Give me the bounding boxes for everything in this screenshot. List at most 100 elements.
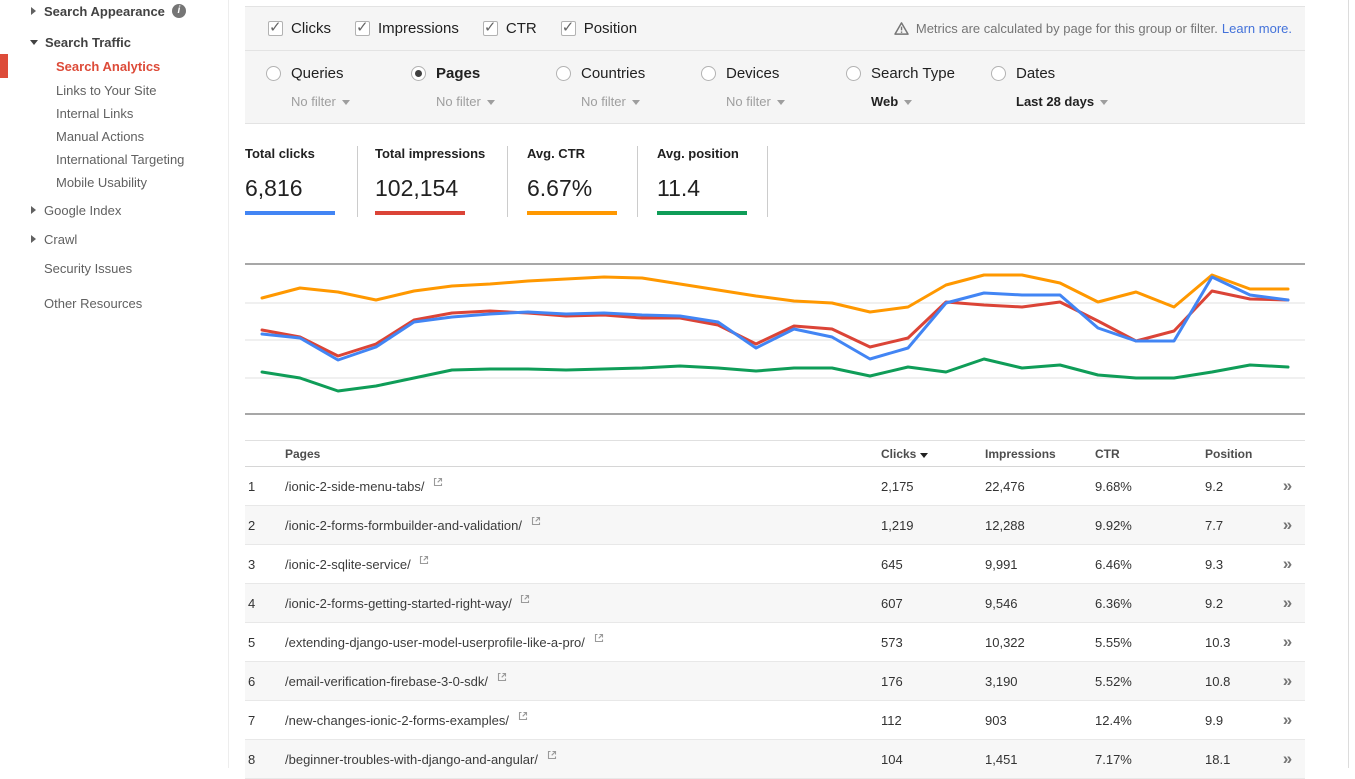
row-ctr: 9.92% (1095, 505, 1205, 545)
external-link-icon[interactable] (419, 553, 429, 568)
countries-option[interactable]: Countries (556, 65, 701, 82)
dropdown-caret-icon (631, 100, 640, 106)
external-link-icon[interactable] (547, 748, 557, 763)
expand-row-chevron-icon[interactable] (1283, 515, 1292, 534)
row-rank: 6 (245, 661, 285, 701)
sidebar-item-international-targeting[interactable]: International Targeting (56, 151, 185, 167)
page-url: /ionic-2-sqlite-service/ (285, 556, 411, 572)
pages-radio[interactable] (411, 66, 426, 81)
table-row[interactable]: 7 /new-changes-ionic-2-forms-examples/ 1… (245, 700, 1305, 740)
table-row[interactable]: 4 /ionic-2-forms-getting-started-right-w… (245, 583, 1305, 623)
table-header-row: Pages Clicks Impressions CTR Position (245, 440, 1305, 467)
table-row[interactable]: 5 /extending-django-user-model-userprofi… (245, 622, 1305, 662)
row-clicks: 104 (881, 739, 985, 779)
table-row[interactable]: 6 /email-verification-firebase-3-0-sdk/ … (245, 661, 1305, 701)
expand-row-chevron-icon[interactable] (1283, 554, 1292, 573)
row-position: 9.2 (1205, 583, 1270, 623)
dimension-devices: Devices No filter (701, 65, 846, 109)
sidebar-item-search-appearance[interactable]: Search Appearance i (0, 0, 229, 22)
external-link-icon[interactable] (531, 514, 541, 529)
row-rank: 5 (245, 622, 285, 662)
row-clicks: 1,219 (881, 505, 985, 545)
queries-radio[interactable] (266, 66, 281, 81)
position-toggle[interactable]: ✓ Position (560, 19, 638, 37)
position-column-header[interactable]: Position (1205, 440, 1270, 467)
avg-ctr-card: Avg. CTR 6.67% (527, 146, 638, 217)
position-checkbox[interactable]: ✓ (560, 19, 576, 36)
sidebar-item-search-analytics[interactable]: Search Analytics (56, 58, 161, 74)
external-link-icon[interactable] (594, 631, 604, 646)
table-row[interactable]: 8 /beginner-troubles-with-django-and-ang… (245, 739, 1305, 779)
chart-line-clicks (260, 275, 1290, 362)
sidebar-item-security-issues[interactable]: Security Issues (44, 260, 133, 276)
external-link-icon[interactable] (433, 475, 443, 490)
devices-filter-dropdown[interactable]: No filter (726, 94, 846, 109)
dates-radio[interactable] (991, 66, 1006, 81)
sidebar-item-search-traffic[interactable]: Search Traffic (0, 31, 229, 53)
table-row[interactable]: 2 /ionic-2-forms-formbuilder-and-validat… (245, 505, 1305, 545)
expand-row-chevron-icon[interactable] (1283, 710, 1292, 729)
impressions-checkbox[interactable]: ✓ (355, 19, 370, 36)
chart-line-ctr (260, 273, 1290, 314)
impressions-toggle[interactable]: ✓ Impressions (355, 19, 459, 37)
search-type-radio[interactable] (846, 66, 861, 81)
sidebar-item-internal-links[interactable]: Internal Links (56, 105, 134, 121)
clicks-checkbox[interactable]: ✓ (268, 19, 283, 36)
pages-filter-dropdown[interactable]: No filter (436, 94, 556, 109)
expand-row-chevron-icon[interactable] (1283, 476, 1292, 495)
expand-arrow-icon (31, 206, 36, 214)
ctr-checkbox[interactable]: ✓ (482, 19, 498, 36)
row-position: 18.1 (1205, 739, 1270, 779)
sidebar-item-google-index[interactable]: Google Index (0, 199, 229, 221)
expand-row-chevron-icon[interactable] (1283, 749, 1292, 768)
expand-row-chevron-icon[interactable] (1283, 671, 1292, 690)
dimension-search-type: Search Type Web (846, 65, 991, 109)
table-row[interactable]: 3 /ionic-2-sqlite-service/ 645 9,991 6.4… (245, 544, 1305, 584)
filter-panel: ✓ Clicks ✓ Impressions ✓ CTR ✓ Position (245, 6, 1305, 124)
ctr-toggle[interactable]: ✓ CTR (482, 19, 537, 37)
search-type-dropdown[interactable]: Web (871, 94, 991, 109)
results-table-body: 1 /ionic-2-side-menu-tabs/ 2,175 22,476 … (245, 466, 1305, 779)
expand-row-chevron-icon[interactable] (1283, 632, 1292, 651)
queries-option[interactable]: Queries (266, 65, 411, 82)
info-icon[interactable]: i (171, 4, 186, 18)
learn-more-link[interactable]: Learn more. (1221, 21, 1292, 36)
row-ctr: 9.68% (1095, 466, 1205, 506)
warning-icon (894, 22, 909, 35)
dates-option[interactable]: Dates (991, 65, 1136, 82)
sidebar-item-manual-actions[interactable]: Manual Actions (56, 128, 145, 144)
checkmark-icon: ✓ (483, 19, 497, 36)
row-ctr: 6.46% (1095, 544, 1205, 584)
dimension-countries: Countries No filter (556, 65, 701, 109)
pages-option[interactable]: Pages (411, 65, 556, 82)
page-url: /ionic-2-forms-formbuilder-and-validatio… (285, 517, 522, 533)
devices-radio[interactable] (701, 66, 716, 81)
search-type-option[interactable]: Search Type (846, 65, 991, 82)
external-link-icon[interactable] (518, 709, 528, 724)
dropdown-caret-icon (1100, 100, 1109, 106)
row-rank: 1 (245, 466, 285, 506)
collapse-arrow-icon (30, 39, 38, 45)
row-clicks: 573 (881, 622, 985, 662)
table-row[interactable]: 1 /ionic-2-side-menu-tabs/ 2,175 22,476 … (245, 466, 1305, 506)
external-link-icon[interactable] (520, 592, 530, 607)
devices-option[interactable]: Devices (701, 65, 846, 82)
row-impressions: 9,546 (985, 583, 1095, 623)
sidebar-item-other-resources[interactable]: Other Resources (44, 295, 143, 311)
expand-arrow-icon (31, 7, 36, 15)
impressions-column-header[interactable]: Impressions (985, 440, 1095, 467)
external-link-icon[interactable] (497, 670, 507, 685)
clicks-column-header[interactable]: Clicks (881, 440, 985, 467)
ctr-column-header[interactable]: CTR (1095, 440, 1205, 467)
queries-filter-dropdown[interactable]: No filter (291, 94, 411, 109)
sidebar: Search Appearance i Search Traffic Searc… (0, 0, 229, 768)
dates-dropdown[interactable]: Last 28 days (1016, 94, 1136, 109)
clicks-toggle[interactable]: ✓ Clicks (268, 19, 331, 37)
sidebar-item-mobile-usability[interactable]: Mobile Usability (56, 174, 148, 190)
countries-filter-dropdown[interactable]: No filter (581, 94, 701, 109)
expand-row-chevron-icon[interactable] (1283, 593, 1292, 612)
sidebar-item-crawl[interactable]: Crawl (0, 228, 229, 250)
row-position: 9.9 (1205, 700, 1270, 740)
countries-radio[interactable] (556, 66, 571, 81)
sidebar-item-links-to-your-site[interactable]: Links to Your Site (56, 82, 157, 98)
